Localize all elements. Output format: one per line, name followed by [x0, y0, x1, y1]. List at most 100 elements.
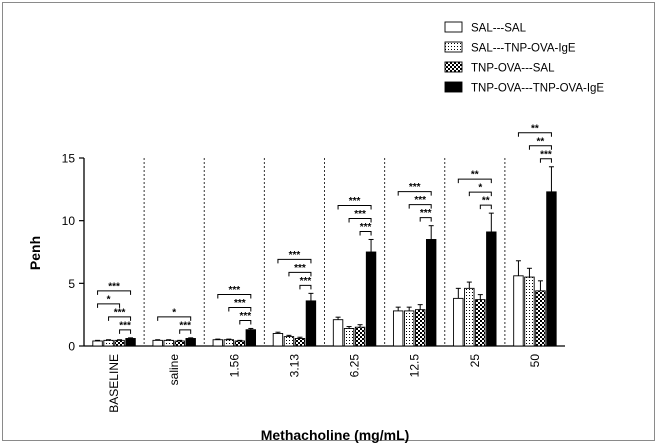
significance-bracket	[528, 145, 552, 150]
significance-brackets: ************** **************************…	[97, 123, 552, 334]
y-tick-labels: 0 5 10 15	[62, 152, 76, 354]
significance-label: ***	[239, 311, 251, 322]
bar	[185, 338, 196, 347]
bar	[125, 338, 136, 347]
significance-label: ***	[414, 195, 426, 206]
significance-label: *	[478, 183, 482, 194]
x-category-label: 1.56	[227, 354, 241, 378]
significance-bracket	[397, 191, 432, 196]
bar	[464, 287, 475, 347]
significance-bracket	[277, 258, 312, 264]
bar	[392, 310, 404, 347]
significance-bracket	[419, 217, 432, 222]
legend-label: SAL---SAL	[471, 23, 527, 35]
significance-label: ***	[409, 182, 421, 193]
significance-bracket	[288, 271, 312, 277]
significance-label: ***	[540, 149, 552, 160]
significance-bracket	[157, 316, 192, 321]
significance-bracket	[97, 303, 121, 308]
significance-bracket	[179, 329, 192, 334]
significance-bracket	[239, 319, 252, 325]
significance-bracket	[359, 230, 372, 236]
significance-label: ***	[114, 307, 126, 318]
significance-label: ***	[300, 276, 312, 287]
significance-label: ***	[119, 320, 131, 331]
x-category-label: 6.25	[348, 354, 362, 378]
bar	[245, 329, 257, 347]
significance-label: **	[482, 196, 490, 207]
legend-label: TNP-OVA---SAL	[471, 63, 555, 75]
y-tick-label: 15	[62, 152, 76, 166]
x-category-label: 50	[528, 354, 542, 368]
legend-label: SAL---TNP-OVA-IgE	[471, 43, 576, 55]
significance-bracket	[539, 158, 552, 163]
bar	[343, 328, 355, 347]
significance-label: ***	[289, 250, 301, 261]
bar	[234, 340, 246, 347]
bar	[152, 339, 163, 347]
x-category-label: saline	[167, 354, 181, 386]
significance-label: ***	[354, 209, 366, 220]
y-axis-title: Penh	[27, 236, 43, 270]
y-tick-label: 5	[68, 277, 75, 291]
bar	[524, 276, 535, 347]
bar	[103, 339, 114, 347]
legend-swatch	[444, 41, 463, 53]
bar	[114, 339, 125, 347]
significance-label: ***	[349, 196, 361, 207]
significance-bracket	[97, 290, 132, 295]
category-separators	[143, 158, 506, 346]
bar	[92, 340, 103, 347]
significance-bracket	[228, 306, 252, 312]
bar	[546, 191, 557, 347]
significance-label: **	[471, 170, 479, 181]
significance-label: ***	[179, 320, 191, 331]
significance-label: **	[531, 123, 539, 134]
legend: SAL---SAL SAL---TNP-OVA-IgE TNP-OVA---SAL T…	[444, 21, 604, 95]
y-tick-label: 0	[68, 340, 75, 354]
legend-swatch	[444, 81, 463, 93]
significance-bracket	[457, 178, 492, 184]
bar	[294, 338, 306, 347]
bar	[305, 300, 317, 347]
significance-label: **	[537, 136, 545, 147]
significance-bracket	[108, 316, 132, 321]
bar	[354, 326, 366, 347]
x-axis-title: Methacholine (mg/mL)	[261, 427, 410, 443]
bar	[453, 297, 464, 347]
significance-bracket	[408, 204, 432, 209]
x-category-label: 25	[468, 354, 482, 368]
significance-bracket	[337, 204, 372, 210]
x-category-labels: BASELINE saline 1.56 3.13 6.25 12.5 25 50	[107, 354, 542, 413]
bar	[425, 239, 437, 347]
significance-bracket	[119, 329, 132, 334]
y-tick-label: 10	[62, 214, 76, 228]
bar	[283, 336, 295, 347]
significance-label: ***	[294, 263, 306, 274]
bar	[332, 319, 344, 347]
significance-bracket	[479, 204, 492, 210]
x-category-label: BASELINE	[107, 354, 121, 413]
x-category-label: 3.13	[287, 354, 301, 378]
significance-bracket	[299, 284, 312, 290]
bars	[92, 166, 557, 347]
bar	[475, 299, 486, 347]
bar	[365, 251, 377, 347]
significance-label: *	[172, 307, 176, 318]
bar	[414, 309, 426, 347]
significance-bracket	[217, 293, 252, 299]
bar	[223, 339, 235, 347]
significance-bracket	[348, 217, 372, 223]
bar	[272, 333, 284, 347]
bar	[513, 275, 524, 347]
bar	[403, 310, 415, 347]
bar	[212, 339, 224, 347]
significance-label: ***	[228, 285, 240, 296]
x-category-label: 12.5	[408, 354, 422, 378]
significance-label: *	[107, 294, 111, 305]
bar	[535, 290, 546, 347]
significance-bracket	[468, 191, 492, 197]
legend-label: TNP-OVA---TNP-OVA-IgE	[471, 83, 604, 95]
